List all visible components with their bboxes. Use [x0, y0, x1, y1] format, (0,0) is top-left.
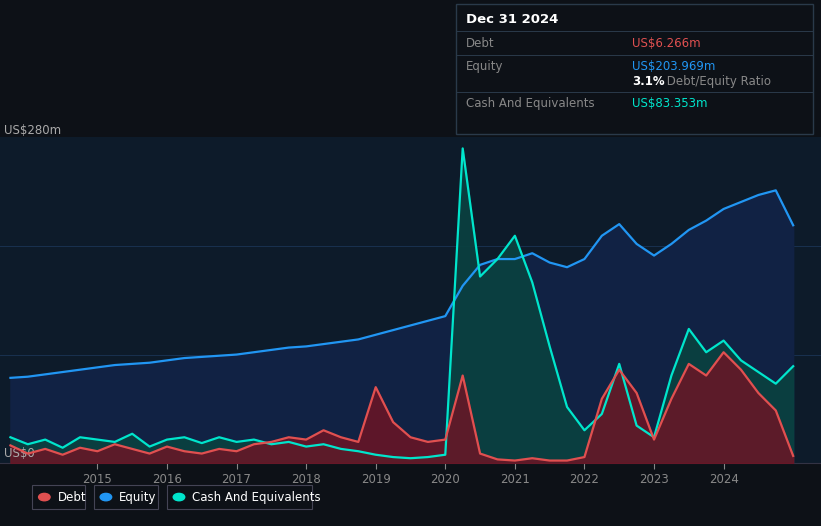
Text: US$280m: US$280m — [4, 124, 62, 137]
Text: Cash And Equivalents: Cash And Equivalents — [192, 491, 321, 503]
Text: US$83.353m: US$83.353m — [632, 97, 708, 110]
Text: 3.1%: 3.1% — [632, 75, 665, 88]
Text: US$203.969m: US$203.969m — [632, 60, 716, 73]
Text: Dec 31 2024: Dec 31 2024 — [466, 13, 558, 26]
Text: Debt: Debt — [57, 491, 86, 503]
Text: US$0: US$0 — [4, 447, 34, 460]
Text: Debt: Debt — [466, 37, 494, 49]
Text: Equity: Equity — [119, 491, 157, 503]
Text: Debt/Equity Ratio: Debt/Equity Ratio — [663, 75, 772, 88]
Text: Equity: Equity — [466, 60, 503, 73]
Text: Cash And Equivalents: Cash And Equivalents — [466, 97, 594, 110]
Text: US$6.266m: US$6.266m — [632, 37, 701, 49]
